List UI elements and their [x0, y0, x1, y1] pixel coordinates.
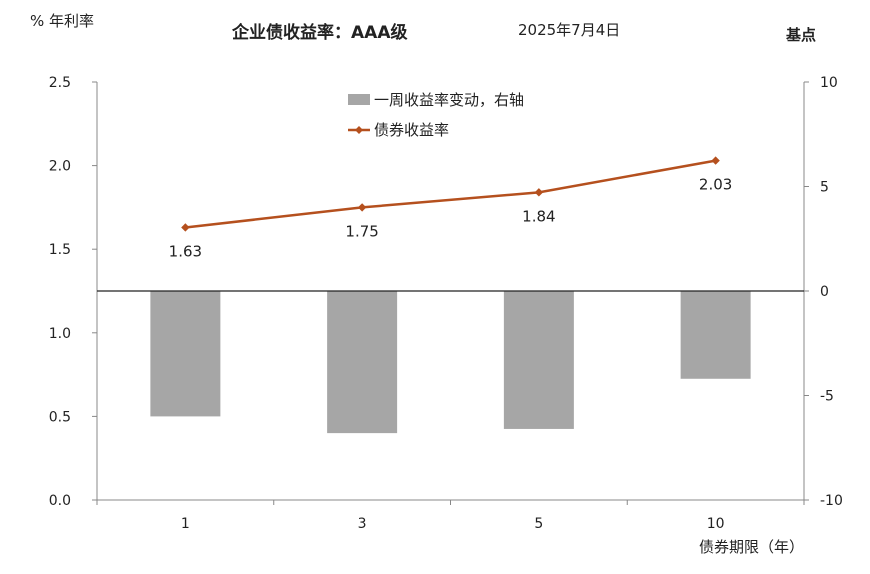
- yield-point: [181, 223, 190, 232]
- right-tick-label: -10: [820, 493, 843, 509]
- legend-bar-swatch: [348, 94, 370, 105]
- right-axis-unit: 基点: [786, 26, 817, 44]
- yield-point: [711, 156, 720, 165]
- legend-line-label: 债券收益率: [374, 121, 449, 139]
- right-tick-label: 0: [820, 284, 829, 300]
- x-axis-title: 债券期限（年）: [699, 538, 804, 556]
- left-tick-label: 0.5: [49, 409, 71, 425]
- bar-weekly-change: [327, 291, 398, 434]
- x-tick-label: 3: [358, 516, 367, 532]
- yield-point: [357, 203, 367, 212]
- left-tick-label: 0.0: [49, 493, 71, 509]
- left-tick-label: 1.5: [49, 242, 71, 258]
- yield-point: [534, 188, 544, 197]
- left-axis-unit: % 年利率: [30, 12, 95, 30]
- yield-data-label: 2.03: [699, 176, 732, 194]
- chart-title: 企业债收益率：AAA级: [232, 23, 408, 43]
- bar-weekly-change: [503, 291, 574, 429]
- yield-data-label: 1.63: [169, 242, 202, 260]
- legend-line-marker: [355, 126, 363, 134]
- yield-data-label: 1.75: [345, 222, 378, 240]
- bar-weekly-change: [680, 291, 751, 379]
- chart-date: 2025年7月4日: [518, 21, 621, 39]
- right-tick-label: -5: [820, 389, 834, 405]
- x-tick-label: 5: [534, 516, 543, 532]
- yield-line: [185, 159, 716, 229]
- left-tick-label: 2.0: [49, 159, 71, 175]
- x-tick-label: 10: [707, 516, 725, 532]
- left-tick-label: 1.0: [49, 326, 71, 342]
- x-tick-label: 1: [181, 516, 190, 532]
- legend-bar-label: 一周收益率变动，右轴: [374, 91, 524, 109]
- yield-data-label: 1.84: [522, 207, 555, 225]
- right-tick-label: 5: [820, 180, 829, 196]
- left-tick-label: 2.5: [49, 75, 71, 91]
- bar-weekly-change: [150, 291, 221, 417]
- right-tick-label: 10: [820, 75, 838, 91]
